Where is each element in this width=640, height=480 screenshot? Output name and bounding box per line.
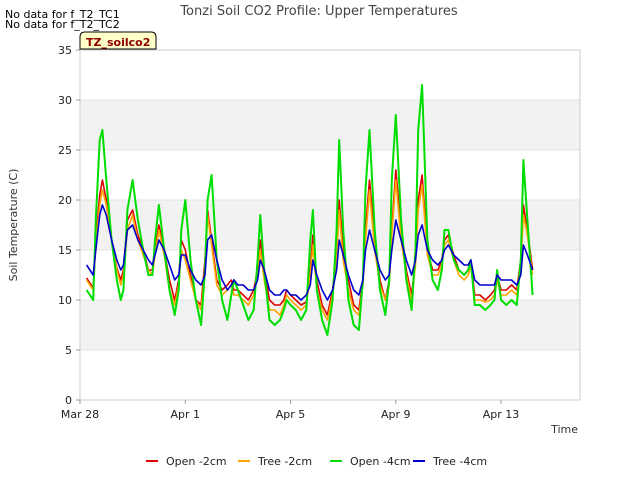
x-tick-label: Apr 5: [276, 408, 306, 421]
grid-band: [80, 100, 580, 150]
y-axis-label: Soil Temperature (C): [7, 169, 20, 282]
legend: Open -2cm Tree -2cm Open -4cm Tree -4cm: [146, 455, 487, 468]
series-line-open-4cm: [85, 84, 534, 336]
y-tick-label: 35: [58, 44, 72, 57]
legend-label: Tree -2cm: [257, 455, 312, 468]
no-data-message-1: No data for f_T2_TC1: [5, 8, 120, 21]
badge: TZ_soilco2: [79, 31, 157, 50]
chart-title: Tonzi Soil CO2 Profile: Upper Temperatur…: [179, 4, 458, 19]
y-tick-label: 0: [65, 394, 72, 407]
plot-frame: [79, 49, 581, 401]
badge-label: TZ_soilco2: [86, 36, 150, 49]
legend-label: Open -2cm: [166, 455, 227, 468]
no-data-message-2: No data for f_T2_TC2: [5, 18, 120, 31]
y-tick-label: 5: [65, 344, 72, 357]
x-tick-label: Apr 1: [170, 408, 200, 421]
y-tick-label: 30: [58, 94, 72, 107]
legend-label: Open -4cm: [350, 455, 411, 468]
x-tick-label: Apr 9: [381, 408, 411, 421]
x-axis-label: Time: [550, 423, 578, 436]
y-tick-label: 15: [58, 244, 72, 257]
x-tick-label: Mar 28: [61, 408, 99, 421]
y-tick-label: 20: [58, 194, 72, 207]
x-tick-label: Apr 13: [483, 408, 520, 421]
legend-label: Tree -4cm: [432, 455, 487, 468]
series-line-tree-2cm: [85, 179, 534, 321]
series-line-tree-4cm: [85, 204, 534, 301]
badge-box: [79, 31, 157, 50]
y-tick-label: 25: [58, 144, 72, 157]
y-tick-label: 10: [58, 294, 72, 307]
